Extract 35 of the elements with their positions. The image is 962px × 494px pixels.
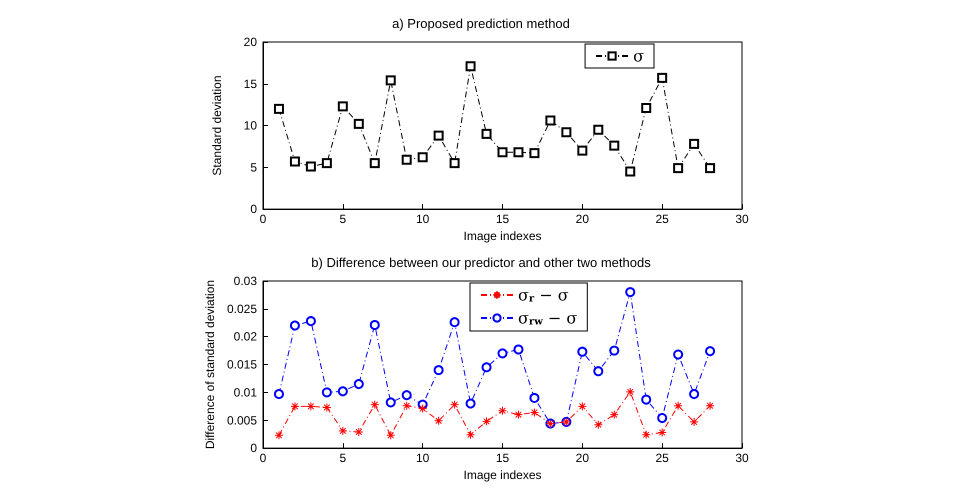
- x-axis-title: Image indexes: [463, 229, 542, 243]
- x-tick-label: 10: [416, 451, 430, 466]
- x-tick-label: 0: [260, 212, 267, 226]
- x-tick-label: 5: [339, 212, 346, 226]
- y-axis-title: Difference of standard deviation: [203, 280, 218, 450]
- y-tick-label: 5: [250, 160, 258, 174]
- x-tick-label: 20: [576, 451, 590, 466]
- y-tick-label: 0.025: [226, 302, 258, 316]
- x-tick-label: 30: [735, 451, 749, 466]
- legend-label: σr − σ: [518, 286, 569, 304]
- y-tick-label: 15: [244, 76, 258, 91]
- y-tick-label: 0: [250, 202, 258, 216]
- y-tick-label: 0.02: [234, 330, 258, 344]
- y-tick-label: 0.005: [226, 413, 258, 428]
- y-tick-label: 0: [250, 441, 258, 456]
- y-tick-label: 0.015: [226, 358, 258, 372]
- x-axis-title: Image indexes: [463, 468, 542, 482]
- x-tick-label: 10: [416, 212, 430, 226]
- x-tick-label: 0: [260, 451, 267, 466]
- y-tick-label: 0.03: [234, 274, 258, 288]
- legend-label: σrw − σ: [518, 308, 578, 328]
- chart-title: a) Proposed prediction method: [392, 16, 570, 31]
- y-axis-title: Standard deviation: [210, 76, 224, 176]
- y-tick-label: 20: [244, 35, 258, 49]
- y-tick-label: 10: [244, 118, 258, 133]
- x-tick-label: 25: [655, 451, 670, 466]
- x-tick-label: 5: [339, 451, 346, 466]
- x-tick-label: 15: [496, 451, 510, 466]
- legend-label: σ: [633, 46, 644, 66]
- x-tick-label: 15: [496, 212, 510, 226]
- x-tick-label: 25: [655, 212, 670, 226]
- x-tick-label: 20: [576, 212, 590, 226]
- x-tick-label: 30: [735, 212, 749, 226]
- chart-title: b) Difference between our predictor and other two methods: [311, 255, 652, 270]
- y-tick-label: 0.01: [234, 385, 258, 400]
